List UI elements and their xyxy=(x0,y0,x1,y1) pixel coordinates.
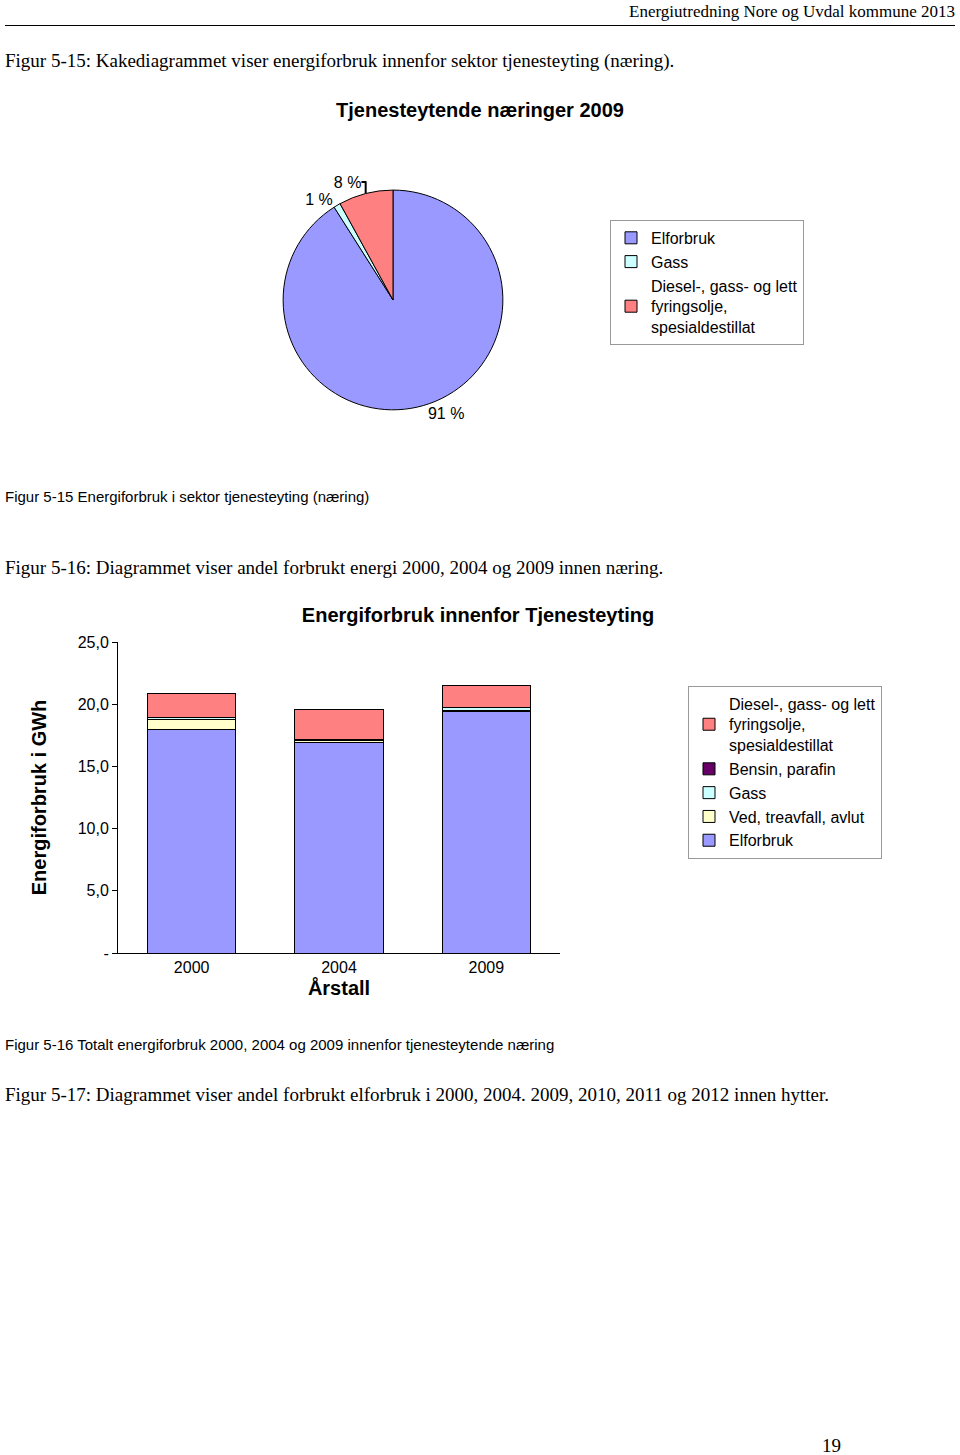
svg-text:Elforbruk: Elforbruk xyxy=(729,832,794,849)
svg-text:Bensin, parafin: Bensin, parafin xyxy=(729,761,836,778)
html-text:Figur 5-16 Totalt energiforbru: Figur 5-16 Totalt energiforbruk 2000, 20… xyxy=(5,1036,555,1053)
svg-text:91 %: 91 % xyxy=(428,405,464,422)
html-text:Figur 5-15: Kakediagrammet vis: Figur 5-15: Kakediagrammet viser energif… xyxy=(5,50,675,71)
svg-text:-: - xyxy=(103,945,108,962)
svg-text:Elforbruk: Elforbruk xyxy=(651,230,716,247)
svg-text:Diesel-, gass- og lettfyringso: Diesel-, gass- og lettfyringsolje,spesia… xyxy=(729,696,875,755)
svg-text:15,0: 15,0 xyxy=(78,758,109,775)
svg-text:Gass: Gass xyxy=(729,785,766,802)
svg-text:20,0: 20,0 xyxy=(78,696,109,713)
svg-text:Gass: Gass xyxy=(651,254,688,271)
svg-text:10,0: 10,0 xyxy=(78,820,109,837)
html-text:Figur 5-15 Energiforbruk i sek: Figur 5-15 Energiforbruk i sektor tjenes… xyxy=(5,488,370,505)
svg-text:8 %: 8 % xyxy=(334,174,362,191)
html-text:Energiutredning Nore og Uvdal: Energiutredning Nore og Uvdal kommune 20… xyxy=(629,2,955,21)
svg-text:Tjenesteytende næringer 2009: Tjenesteytende næringer 2009 xyxy=(336,99,624,121)
svg-text:Ved, treavfall, avlut: Ved, treavfall, avlut xyxy=(729,809,865,826)
svg-text:25,0: 25,0 xyxy=(78,634,109,651)
svg-text:1 %: 1 % xyxy=(305,191,333,208)
svg-text:Energiforbruk i GWh: Energiforbruk i GWh xyxy=(28,700,50,896)
svg-text:2004: 2004 xyxy=(321,959,357,976)
html-text:Figur 5-17: Diagrammet viser a: Figur 5-17: Diagrammet viser andel forbr… xyxy=(5,1084,830,1105)
html-text:19: 19 xyxy=(822,1435,841,1455)
svg-text:Diesel-, gass- og lettfyringso: Diesel-, gass- og lettfyringsolje,spesia… xyxy=(651,278,797,337)
svg-text:Energiforbruk innenfor Tjenest: Energiforbruk innenfor Tjenesteyting xyxy=(302,604,654,626)
svg-text:2000: 2000 xyxy=(174,959,210,976)
svg-text:Årstall: Årstall xyxy=(308,976,370,999)
svg-text:2009: 2009 xyxy=(469,959,505,976)
svg-text:5,0: 5,0 xyxy=(87,882,109,899)
html-text:Figur 5-16: Diagrammet viser a: Figur 5-16: Diagrammet viser andel forbr… xyxy=(5,557,664,578)
